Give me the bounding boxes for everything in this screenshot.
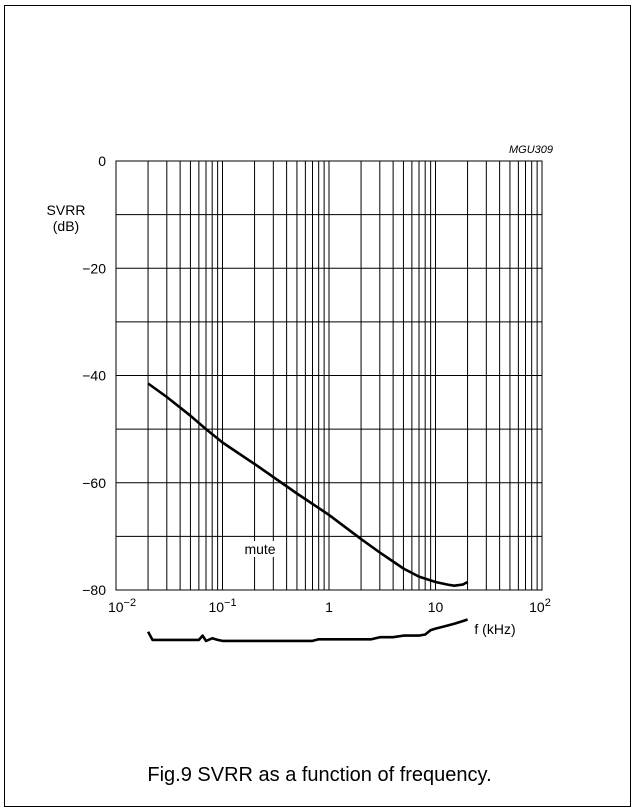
mute-series-label: mute — [244, 541, 275, 557]
y-axis-label-line2: (dB) — [53, 218, 79, 234]
x-tick-label: 10−1 — [208, 597, 236, 615]
figure-frame — [4, 5, 631, 807]
x-tick-labels: 10−2 10−1 1 10 102 — [108, 597, 551, 615]
figure-code: MGU309 — [509, 144, 553, 156]
y-tick-label: −80 — [82, 582, 106, 598]
x-tick-label: 10−2 — [108, 597, 136, 615]
series-lines — [146, 382, 469, 643]
mute-label-background — [242, 541, 278, 557]
plot-border — [115, 160, 543, 591]
y-tick-label: 0 — [98, 153, 106, 169]
y-tick-labels: 0 −20 −40 −60 −80 — [82, 153, 106, 598]
mute-curve — [146, 618, 469, 643]
x-tick-label: 102 — [529, 597, 551, 615]
x-tick-label: 10 — [428, 599, 444, 615]
grid-lines — [116, 161, 542, 590]
y-axis-label-line1: SVRR — [47, 202, 86, 218]
x-tick-label: 1 — [325, 599, 333, 615]
x-axis-label: f (kHz) — [474, 621, 515, 637]
y-tick-label: −40 — [82, 368, 106, 384]
figure-caption: Fig.9 SVRR as a function of frequency. — [147, 764, 492, 786]
svrr-curve — [147, 382, 469, 588]
y-tick-label: −20 — [82, 260, 106, 276]
y-tick-label: −60 — [82, 475, 106, 491]
